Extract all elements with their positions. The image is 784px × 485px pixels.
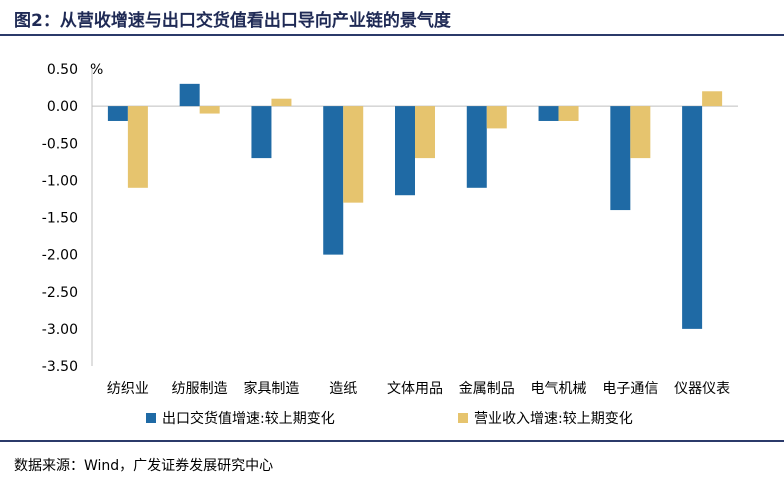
bar-export-delivery (538, 106, 559, 121)
source-divider (0, 440, 784, 442)
legend-label: 营业收入增速:较上期变化 (474, 411, 633, 427)
y-tick-label: -2.50 (42, 285, 78, 301)
bar-export-delivery (395, 106, 415, 196)
bar-revenue (558, 106, 579, 121)
legend-swatch (146, 413, 156, 423)
figure-title: 图2：从营收增速与出口交货值看出口导向产业链的景气度 (14, 11, 451, 31)
x-tick-label: 文体用品 (387, 381, 443, 397)
bar-revenue (199, 106, 220, 114)
bar-export-delivery (107, 106, 128, 121)
bar-revenue (415, 106, 435, 159)
legend-swatch (458, 413, 468, 423)
bar-revenue (271, 98, 292, 107)
bar-export-delivery (682, 106, 703, 329)
title-divider (0, 34, 784, 36)
bar-series (107, 83, 723, 329)
bar-revenue (486, 106, 507, 129)
bar-revenue (702, 91, 723, 107)
legend-label: 出口交货值增速:较上期变化 (162, 410, 335, 427)
bar-export-delivery (251, 106, 272, 159)
x-tick-label: 造纸 (329, 381, 357, 397)
y-axis-ticks: 0.50 0.00 -0.50 -1.00 -1.50 -2.00 -2.50 -3.00 -3… (42, 62, 78, 375)
y-tick-label: 0.00 (47, 99, 78, 115)
y-tick-label: 0.50 (47, 62, 78, 78)
y-tick-label: -0.50 (42, 136, 78, 152)
bar-revenue (630, 106, 651, 159)
bar-export-delivery (466, 106, 487, 188)
legend: 出口交货值增速:较上期变化 营业收入增速:较上期变化 (146, 410, 633, 427)
x-tick-label: 金属制品 (459, 381, 515, 397)
y-tick-label: -2.00 (42, 248, 78, 264)
y-tick-label: -1.00 (42, 173, 78, 189)
x-axis-labels: 纺织业 纺服制造 家具制造 造纸 文体用品 金属制品 电气机械 电子通信 仪器仪表 (107, 380, 730, 397)
bar-export-delivery (610, 106, 631, 211)
y-tick-label: -3.00 (42, 322, 78, 338)
x-tick-label: 仪器仪表 (674, 381, 730, 397)
x-tick-label: 纺服制造 (172, 381, 228, 397)
bar-revenue (343, 106, 364, 203)
x-tick-label: 纺织业 (107, 381, 149, 397)
source-note: 数据来源：Wind，广发证券发展研究中心 (14, 458, 274, 474)
x-tick-label: 家具制造 (243, 380, 299, 397)
x-tick-label: 电气机械 (531, 381, 587, 397)
y-tick-label: -1.50 (42, 211, 78, 227)
bar-chart: 0.50 0.00 -0.50 -1.00 -1.50 -2.00 -2.50 -3.00 -3… (42, 62, 738, 427)
bar-export-delivery (179, 83, 200, 107)
y-tick-label: -3.50 (42, 359, 78, 375)
bar-revenue (127, 106, 148, 188)
x-tick-label: 电子通信 (602, 381, 658, 397)
y-axis-unit: % (90, 62, 103, 78)
bar-export-delivery (323, 106, 344, 255)
